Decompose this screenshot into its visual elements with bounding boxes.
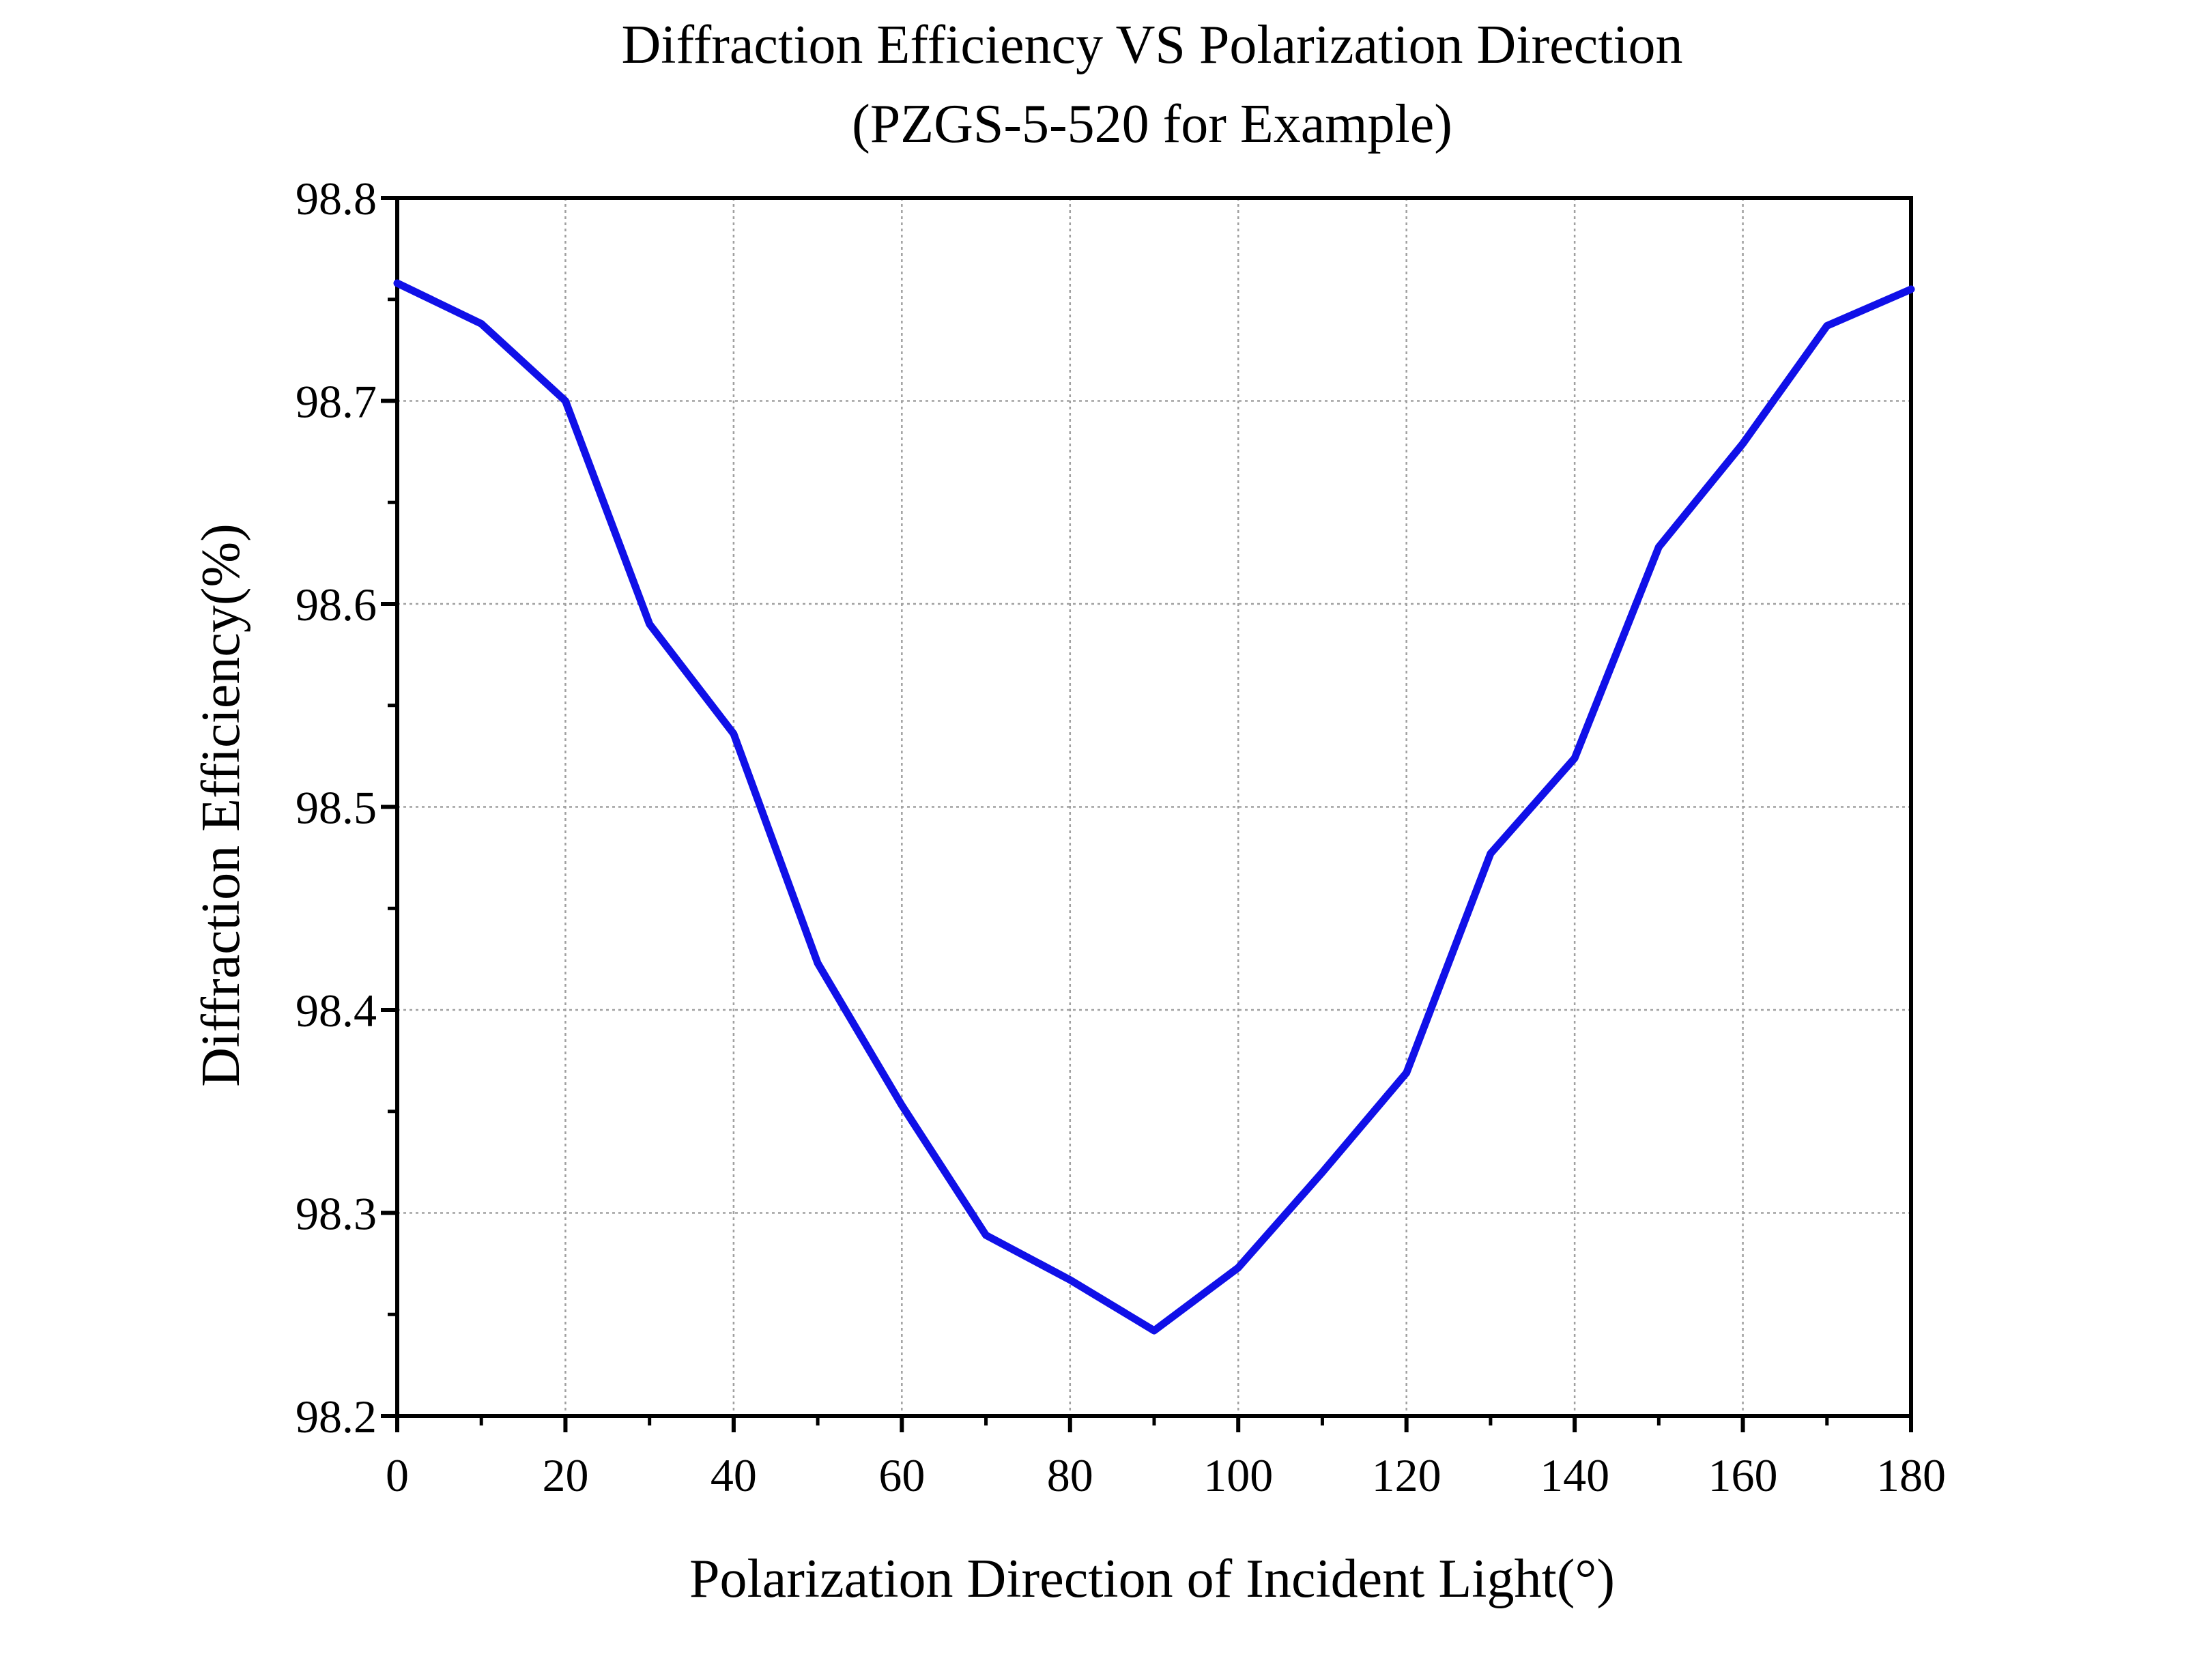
- x-axis-label: Polarization Direction of Incident Light…: [689, 1549, 1615, 1609]
- x-tick-label: 100: [1203, 1449, 1273, 1501]
- data-series: [393, 279, 1915, 1335]
- y-tick-label: 98.5: [296, 782, 377, 834]
- x-tick-label: 160: [1708, 1449, 1778, 1501]
- y-axis-label: Diffraction Efficiency(%): [191, 523, 251, 1087]
- x-tick-label: 80: [1047, 1449, 1093, 1501]
- grid-lines: [397, 198, 1911, 1416]
- x-tick-label: 60: [878, 1449, 925, 1501]
- y-axis-ticks: 98.2 98.3 98.4 98.5 98.6 98.7 98.8: [296, 173, 397, 1443]
- x-tick-label: 40: [711, 1449, 757, 1501]
- y-tick-label: 98.2: [296, 1391, 377, 1443]
- x-tick-label: 180: [1876, 1449, 1946, 1501]
- x-tick-label: 20: [542, 1449, 588, 1501]
- x-tick-label: 120: [1372, 1449, 1441, 1501]
- y-tick-label: 98.4: [296, 985, 377, 1037]
- y-tick-label: 98.7: [296, 376, 377, 428]
- y-tick-label: 98.8: [296, 173, 377, 225]
- x-tick-label: 140: [1540, 1449, 1609, 1501]
- y-tick-label: 98.6: [296, 579, 377, 631]
- y-tick-label: 98.3: [296, 1188, 377, 1240]
- x-axis-ticks: 0 20 40 60 80 100 120 140 160 180: [386, 1416, 1946, 1501]
- chart-subtitle: (PZGS-5-520 for Example): [852, 94, 1452, 154]
- x-tick-label: 0: [386, 1449, 409, 1501]
- chart-title: Diffraction Efficiency VS Polarization D…: [621, 15, 1682, 75]
